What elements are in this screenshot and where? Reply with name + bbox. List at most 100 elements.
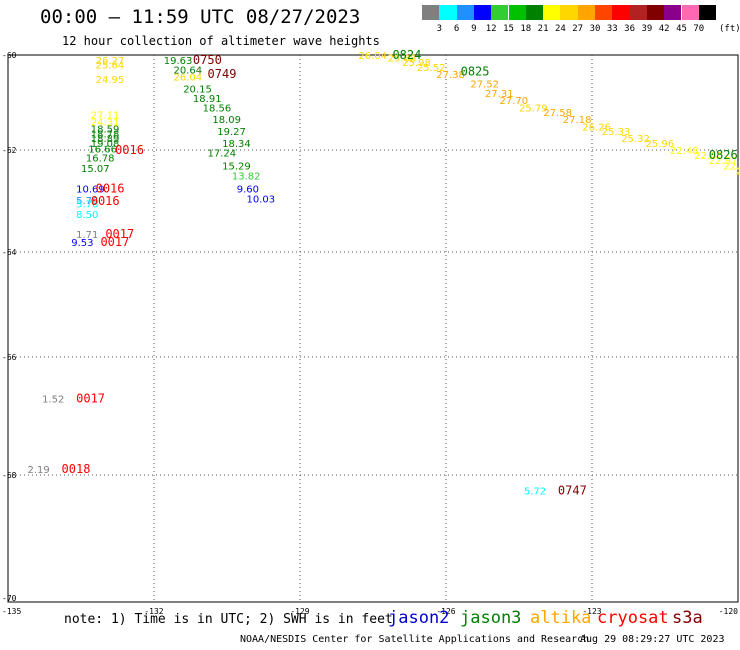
lat-tick-label: -70 [2,594,17,603]
swh-value-label: 19.08 [91,139,120,150]
scale-swatch [681,5,699,20]
pass-time-label: 0017 [100,235,129,249]
pass-time-label: 0826 [709,148,738,162]
pass-time-label: 0750 [193,53,222,67]
swh-value-label: 25.33 [602,127,631,138]
swh-value-label: 26.27 [96,56,125,67]
swh-value-label: 19.27 [217,127,246,138]
swh-value-label: 25.96 [646,139,675,150]
scale-label: 45 [676,24,687,34]
scale-label: 12 [485,24,497,34]
swh-value-label: 27.70 [500,96,529,107]
scale-swatch [439,5,457,20]
swh-value-label: 19.63 [164,56,193,67]
pass-time-label: 0017 [76,391,105,405]
legend-item-cryosat: cryosat [597,608,669,628]
lon-tick-label: -120 [719,607,738,616]
scale-swatch [456,5,474,20]
swh-value-label: 22.48 [670,146,699,157]
scale-label: 18 [520,24,532,34]
swh-value-label: 24.31 [91,118,120,129]
lon-tick-label: -129 [290,607,309,616]
swh-value-label: 26.04 [173,72,202,83]
pass-time-label: 0825 [461,65,490,79]
swh-value-label: 20.64 [173,65,202,76]
swh-value-label: 22.60 [694,151,723,162]
lon-tick-label: -132 [144,607,163,616]
swh-value-label: 5.76 [76,196,98,207]
footer-note: note: 1) Time is in UTC; 2) SWH is in fe… [64,612,393,627]
scale-label: 21 [537,24,549,34]
legend-item-altika: altika [530,608,592,628]
legend-item-jason2: jason2 [388,608,450,628]
lat-tick-label: -60 [2,51,17,60]
swh-value-label: 27.52 [470,80,499,91]
swh-value-label: 26.04 [358,51,387,62]
scale-label: 9 [471,24,477,34]
scale-label: 36 [624,24,636,34]
legend-item-jason3: jason3 [460,608,522,628]
swh-value-label: 25.32 [621,134,650,145]
scale-label: 27 [572,24,584,34]
pass-time-label: 0017 [105,227,134,241]
pass-time-label: 0016 [91,194,120,208]
swh-value-label: 22.40 [723,161,740,172]
swh-value-label: 15.29 [222,161,251,172]
swh-value-label: 25.98 [402,58,431,69]
lon-tick-label: -123 [582,607,601,616]
footer-credit: NOAA/NESDIS Center for Satellite Applica… [240,634,590,645]
swh-value-label: 18.89 [91,134,120,145]
scale-label: 30 [589,24,601,34]
swh-value-label: 8.50 [76,210,98,221]
swh-value-label: 26.26 [582,122,611,133]
scale-swatch [664,5,682,20]
pass-time-label: 0749 [208,67,237,81]
swh-value-label: 16.66 [88,145,117,156]
swh-value-label: 17.24 [208,149,237,160]
swh-value-label: 24.95 [96,75,125,86]
pass-time-label: 0824 [392,48,421,62]
footer-timestamp: Aug 29 08:29:27 UTC 2023 [580,634,725,645]
swh-value-label: 27.31 [485,89,514,100]
scale-swatch [612,5,630,20]
swh-value-label: 22.97 [709,156,738,167]
swh-value-label: 5.72 [524,486,546,497]
legend-item-s3a: s3a [672,608,703,628]
swh-value-label: 9.53 [71,238,93,249]
swh-value-label: 27.18 [563,115,592,126]
scale-label: 42 [658,24,670,34]
scale-swatch [491,5,509,20]
swh-value-label: 10.03 [246,194,275,205]
scale-swatch [422,5,440,20]
swh-value-label: 9.60 [237,184,259,195]
scale-swatch [525,5,544,20]
swh-value-label: 27.38 [436,70,465,81]
swh-value-label: 1.71 [76,230,98,241]
scale-unit: (ft) [719,24,740,34]
swh-value-label: 18.91 [193,94,222,105]
scale-label: 70 [693,24,705,34]
lon-tick-label: -126 [436,607,455,616]
lat-tick-label: -68 [2,471,17,480]
swh-value-label: 27.11 [91,110,120,121]
scale-label: 3 [436,24,442,34]
scale-label: 15 [503,24,514,34]
swh-value-label: 16.78 [86,154,115,165]
scale-swatch [543,5,561,20]
scale-swatch [577,5,595,20]
pass-time-label: 0016 [96,181,125,195]
swh-value-label: 18.09 [212,115,241,126]
map-title: 00:00 – 11:59 UTC 08/27/2023 [40,6,361,28]
scale-label: 39 [641,24,653,34]
swh-value-label: 18.78 [91,129,120,140]
swh-value-label: 1.52 [42,394,64,405]
scale-swatch [560,5,578,20]
pass-time-label: 0016 [115,143,144,157]
scale-swatch [629,5,647,20]
scale-label: 33 [606,24,618,34]
lon-tick-label: -135 [2,607,21,616]
pass-time-label: 0018 [62,462,91,476]
swh-value-label: 5.76 [76,200,98,211]
pass-time-label: 0747 [558,483,587,497]
